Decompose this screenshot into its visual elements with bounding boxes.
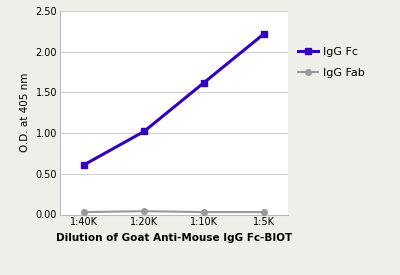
IgG Fc [262,32,266,35]
IgG Fab [262,210,266,214]
IgG Fc [82,163,86,166]
X-axis label: Dilution of Goat Anti-Mouse IgG Fc-BIOT: Dilution of Goat Anti-Mouse IgG Fc-BIOT [56,233,292,243]
Line: IgG Fc: IgG Fc [81,31,267,168]
IgG Fab [202,210,206,214]
Legend: IgG Fc, IgG Fab: IgG Fc, IgG Fab [298,47,364,78]
IgG Fc [202,81,206,84]
IgG Fc [142,130,146,133]
IgG Fab [142,210,146,213]
IgG Fab [82,210,86,214]
Y-axis label: O.D. at 405 nm: O.D. at 405 nm [20,73,30,152]
Line: IgG Fab: IgG Fab [81,208,267,215]
